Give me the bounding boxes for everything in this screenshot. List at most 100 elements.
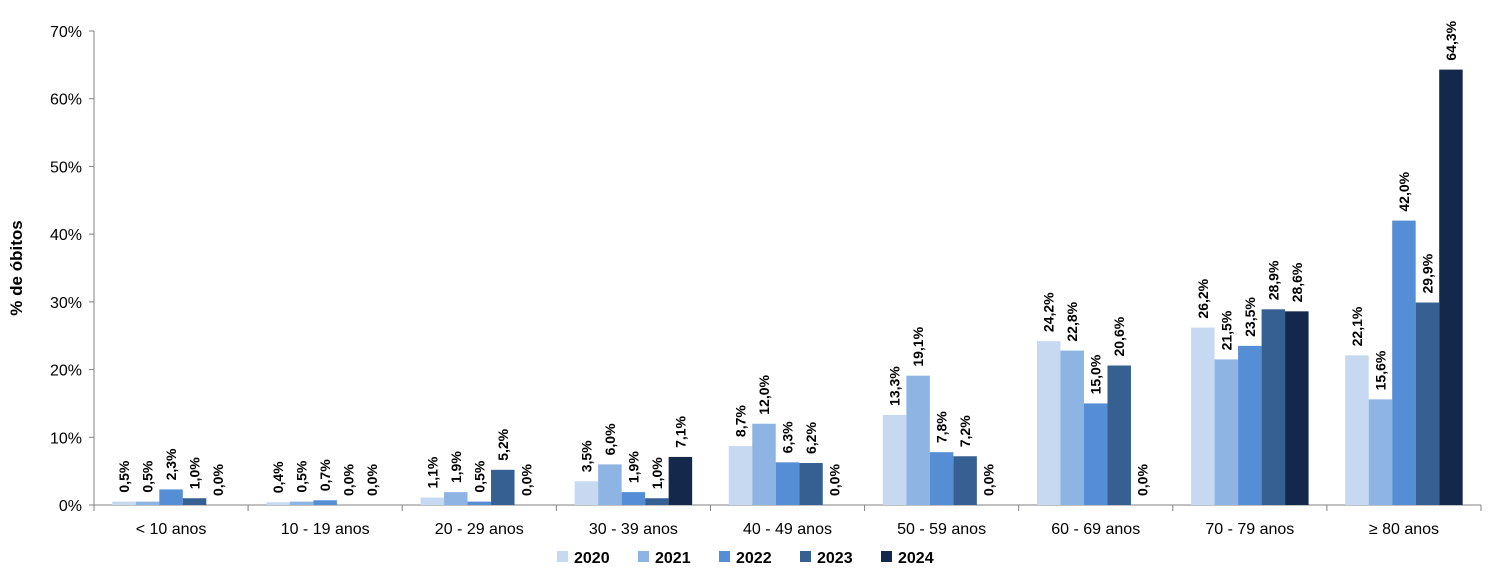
- bar: [621, 492, 646, 505]
- y-tick-label: 50%: [50, 159, 82, 176]
- data-label: 0,5%: [116, 460, 132, 492]
- x-tick-label: 40 - 49 anos: [743, 521, 832, 538]
- bar: [1261, 309, 1286, 505]
- data-label: 0,5%: [294, 460, 310, 492]
- data-label: 0,0%: [827, 464, 843, 496]
- y-axis-title-group: % de óbitos: [7, 220, 26, 315]
- bar: [159, 489, 183, 505]
- data-label: 0,0%: [341, 464, 357, 496]
- bar: [574, 481, 599, 505]
- data-label: 0,4%: [270, 461, 286, 493]
- y-tick-label: 10%: [50, 430, 82, 447]
- legend: 2020 2021 2022 2023 2024: [557, 550, 934, 567]
- data-label: 0,0%: [981, 464, 997, 496]
- axes: 0% 10% 20% 30% 40% 50% 60% 70% < 10 anos 10 - 19 …: [50, 24, 1482, 538]
- x-tick-label: 20 - 29 anos: [435, 521, 524, 538]
- bar: [929, 452, 954, 505]
- data-label: 22,1%: [1349, 306, 1365, 346]
- data-label: 1,0%: [187, 457, 203, 489]
- x-tick-label: 60 - 69 anos: [1051, 521, 1140, 538]
- y-tick-label: 20%: [50, 363, 82, 380]
- data-label: 28,9%: [1265, 260, 1281, 300]
- legend-swatch: [719, 551, 730, 562]
- bar: [1345, 355, 1369, 505]
- data-label: 1,9%: [448, 451, 464, 483]
- bar: [1238, 345, 1262, 505]
- data-label: 0,5%: [471, 460, 487, 492]
- data-label: 29,9%: [1419, 253, 1435, 293]
- bar: [775, 462, 800, 505]
- data-label: 0,0%: [518, 464, 534, 496]
- bar: [1368, 399, 1393, 505]
- bar: [953, 456, 977, 505]
- bar: [289, 501, 314, 505]
- data-label: 26,2%: [1195, 278, 1211, 318]
- data-label: 15,0%: [1088, 354, 1104, 394]
- legend-label: 2021: [655, 550, 691, 567]
- bar: [1439, 69, 1463, 505]
- bars-layer: [112, 69, 1463, 505]
- data-label: 20,6%: [1111, 316, 1127, 356]
- data-label: 21,5%: [1218, 310, 1234, 350]
- bar: [598, 464, 622, 505]
- bar: [752, 423, 776, 505]
- bar: [313, 500, 337, 505]
- y-tick-label: 60%: [50, 92, 82, 109]
- bar: [1083, 403, 1108, 505]
- data-label: 0,0%: [210, 464, 226, 496]
- bar: [882, 414, 907, 505]
- y-axis-title: % de óbitos: [7, 220, 26, 315]
- bar: [467, 501, 492, 505]
- bar: [1285, 311, 1309, 505]
- data-label: 0,5%: [140, 460, 156, 492]
- data-label: 1,9%: [625, 451, 641, 483]
- bar: [135, 501, 160, 505]
- bar: [1191, 327, 1215, 505]
- data-label: 6,2%: [803, 422, 819, 454]
- bar: [906, 375, 930, 505]
- x-tick-label: 70 - 79 anos: [1205, 521, 1294, 538]
- data-label: 6,3%: [780, 421, 796, 453]
- data-label: 13,3%: [887, 366, 903, 406]
- bar: [1107, 365, 1131, 505]
- data-label: 12,0%: [756, 374, 772, 414]
- data-label: 19,1%: [910, 326, 926, 366]
- data-label: 7,1%: [672, 415, 688, 447]
- data-label: 22,8%: [1064, 301, 1080, 341]
- bar: [1036, 341, 1061, 505]
- bar: [668, 456, 693, 505]
- data-label: 6,0%: [602, 423, 618, 455]
- data-label: 64,3%: [1443, 20, 1459, 60]
- y-tick-label: 30%: [50, 295, 82, 312]
- x-tick-label: 30 - 39 anos: [589, 521, 678, 538]
- data-labels-layer: 0,5% 0,4% 1,1% 3,5% 8,7% 13,3% 24,2% 26,2% 22,1%…: [116, 20, 1459, 496]
- y-tick-label: 0%: [59, 498, 82, 515]
- legend-label: 2022: [736, 550, 772, 567]
- legend-label: 2024: [898, 550, 934, 567]
- data-label: 8,7%: [733, 405, 749, 437]
- data-label: 2,3%: [163, 448, 179, 480]
- legend-swatch: [800, 551, 811, 562]
- bar: [645, 498, 669, 505]
- data-label: 1,1%: [424, 456, 440, 488]
- bar: [491, 469, 515, 505]
- data-label: 7,2%: [957, 415, 973, 447]
- data-label: 0,0%: [1135, 464, 1151, 496]
- bar: [420, 497, 445, 505]
- bar: [1214, 359, 1239, 505]
- bar: [728, 446, 753, 505]
- bar: [444, 492, 468, 505]
- x-tick-label: 10 - 19 anos: [281, 521, 370, 538]
- bar: [799, 463, 823, 505]
- data-label: 42,0%: [1396, 171, 1412, 211]
- x-tick-label: < 10 anos: [136, 521, 207, 538]
- y-tick-label: 70%: [50, 24, 82, 41]
- x-tick-label: ≥ 80 anos: [1369, 521, 1439, 538]
- legend-label: 2020: [574, 550, 610, 567]
- data-label: 5,2%: [495, 428, 511, 460]
- bar: [1060, 350, 1084, 505]
- bar: [112, 501, 136, 505]
- data-label: 28,6%: [1289, 262, 1305, 302]
